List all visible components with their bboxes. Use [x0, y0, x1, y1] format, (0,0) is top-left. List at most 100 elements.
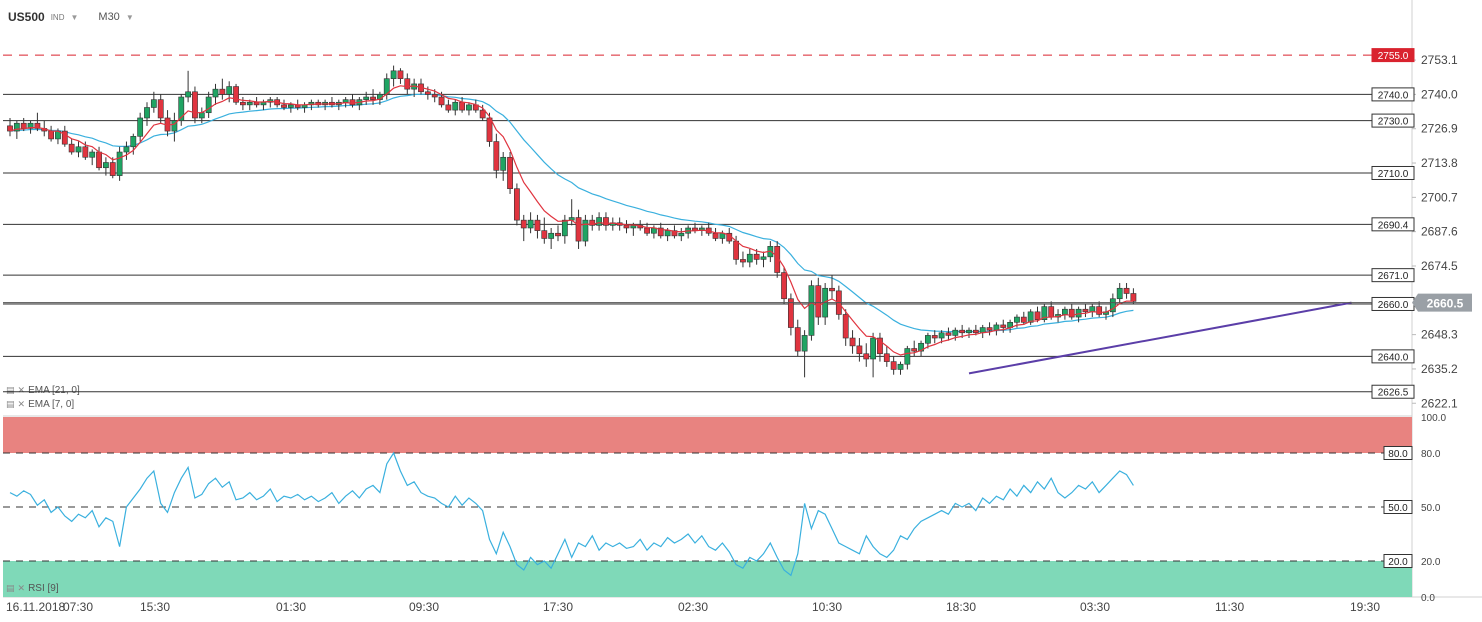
level-tag-label: 2640.0 — [1378, 352, 1409, 363]
rsi-oversold-zone — [3, 561, 1412, 597]
time-axis-label: 09:30 — [409, 600, 439, 614]
settings-icon[interactable]: ▤ — [6, 583, 15, 593]
candle-body — [972, 329, 979, 334]
candle-body — [61, 130, 68, 145]
candle-body — [452, 101, 459, 111]
candle-body — [342, 99, 349, 103]
candle-body — [582, 219, 589, 242]
close-icon[interactable]: ✕ — [17, 583, 26, 593]
candle-body — [13, 122, 20, 132]
candle-body — [787, 298, 794, 328]
candle-body — [226, 86, 233, 95]
candle-body — [863, 353, 870, 360]
candle-body — [534, 219, 541, 231]
time-axis-label: 11:30 — [1215, 600, 1244, 614]
candle-body — [753, 253, 760, 260]
candle-body — [712, 232, 719, 239]
indicator-ema-fast[interactable]: ▤ ✕ EMA [7, 0] — [6, 399, 74, 410]
timeframe-selector[interactable]: M30 — [98, 11, 120, 23]
candle-body — [1123, 287, 1130, 294]
candle-body — [1116, 287, 1123, 300]
candle-body — [513, 188, 520, 221]
candle-body — [931, 335, 938, 339]
candle-body — [1014, 316, 1020, 323]
symbol-dropdown-icon[interactable]: ▼ — [70, 12, 79, 22]
candle-body — [486, 117, 493, 142]
candle-body — [130, 136, 137, 148]
rsi-level-tag — [1383, 500, 1413, 514]
candle-body — [431, 94, 438, 98]
ema-slow-line — [9, 93, 1134, 333]
candle-body — [157, 99, 164, 119]
candle-body — [253, 101, 260, 106]
candle-body — [575, 217, 582, 242]
current-price-label: 2660.5 — [1427, 297, 1464, 311]
rsi-label: RSI [9] — [28, 583, 59, 594]
candle-body — [918, 342, 924, 352]
candle-body — [904, 348, 911, 365]
candle-body — [1034, 311, 1041, 320]
level-tag-label: 2710.0 — [1378, 169, 1409, 180]
candle-body — [849, 337, 856, 347]
candle-body — [555, 232, 561, 237]
candle-body — [397, 70, 404, 79]
close-icon[interactable]: ✕ — [17, 399, 26, 409]
candle-body — [596, 217, 602, 226]
candle-body — [877, 337, 883, 355]
candle-body — [144, 107, 150, 119]
rsi-axis-label: 0.0 — [1421, 593, 1435, 604]
candle-body — [287, 104, 294, 108]
candle-body — [760, 256, 767, 260]
candle-body — [82, 146, 89, 158]
candle-body — [150, 99, 157, 108]
candle-body — [370, 96, 376, 100]
level-tag — [1371, 384, 1415, 399]
indicator-ema-slow[interactable]: ▤ ✕ EMA [21, 0] — [6, 385, 80, 396]
candle-body — [1041, 306, 1048, 320]
candle-body — [1109, 298, 1116, 313]
candle-body — [520, 219, 527, 229]
candle-body — [459, 101, 465, 111]
candle-body — [644, 227, 650, 234]
candle-body — [883, 353, 890, 362]
candle-body — [657, 227, 664, 237]
level-tag — [1371, 349, 1415, 364]
candle-body — [856, 345, 863, 355]
candle-body — [205, 96, 212, 114]
settings-icon[interactable]: ▤ — [6, 399, 15, 409]
symbol-name[interactable]: US500 — [8, 10, 45, 24]
candle-body — [890, 361, 897, 370]
candle-body — [137, 117, 144, 137]
level-tag-label: 2660.0 — [1378, 300, 1409, 311]
time-axis-label: 16.11.2018 — [6, 600, 65, 614]
rsi-level-tag-label: 50.0 — [1388, 503, 1408, 514]
candle-body — [842, 314, 849, 339]
candle-body — [603, 217, 609, 226]
candle-body — [945, 332, 952, 336]
level-tag-label: 2730.0 — [1378, 117, 1409, 128]
price-axis-label: 2726.9 — [1421, 122, 1458, 136]
price-axis-label: 2753.1 — [1421, 53, 1458, 67]
rsi-line — [9, 451, 1134, 577]
candle-body — [96, 151, 102, 169]
candle-body — [1020, 316, 1027, 323]
level-tag — [1371, 217, 1415, 232]
time-axis-label: 07:30 — [63, 600, 93, 614]
candle-body — [123, 146, 130, 153]
level-tag-label: 2671.0 — [1378, 271, 1409, 282]
candle-body — [198, 112, 205, 119]
candle-body — [541, 230, 548, 239]
settings-icon[interactable]: ▤ — [6, 385, 15, 395]
candle-body — [746, 253, 753, 263]
time-axis-label: 01:30 — [276, 600, 306, 614]
price-axis-label: 2622.1 — [1421, 396, 1458, 410]
close-icon[interactable]: ✕ — [17, 385, 26, 395]
timeframe-dropdown-icon[interactable]: ▼ — [125, 12, 134, 22]
level-tag — [1371, 165, 1415, 180]
candle-body — [986, 327, 993, 331]
candle-body — [815, 285, 822, 318]
candle-body — [109, 162, 116, 176]
candle-body — [103, 162, 109, 169]
indicator-rsi[interactable]: ▤ ✕ RSI [9] — [6, 583, 59, 594]
